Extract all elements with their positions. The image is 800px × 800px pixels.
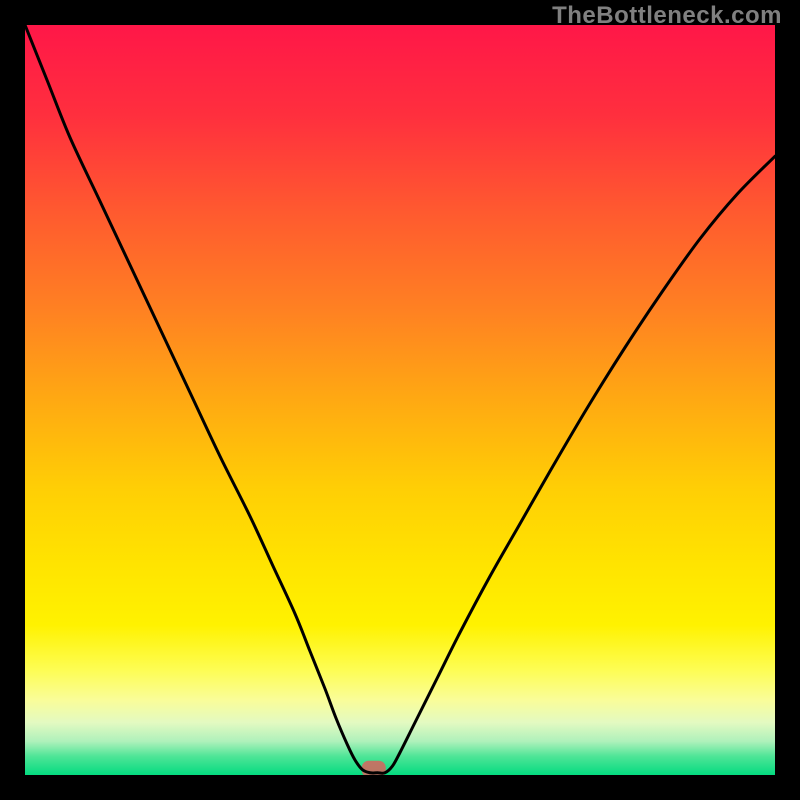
bottleneck-chart [25,25,775,775]
chart-background [25,25,775,775]
chart-root: TheBottleneck.com [0,0,800,800]
